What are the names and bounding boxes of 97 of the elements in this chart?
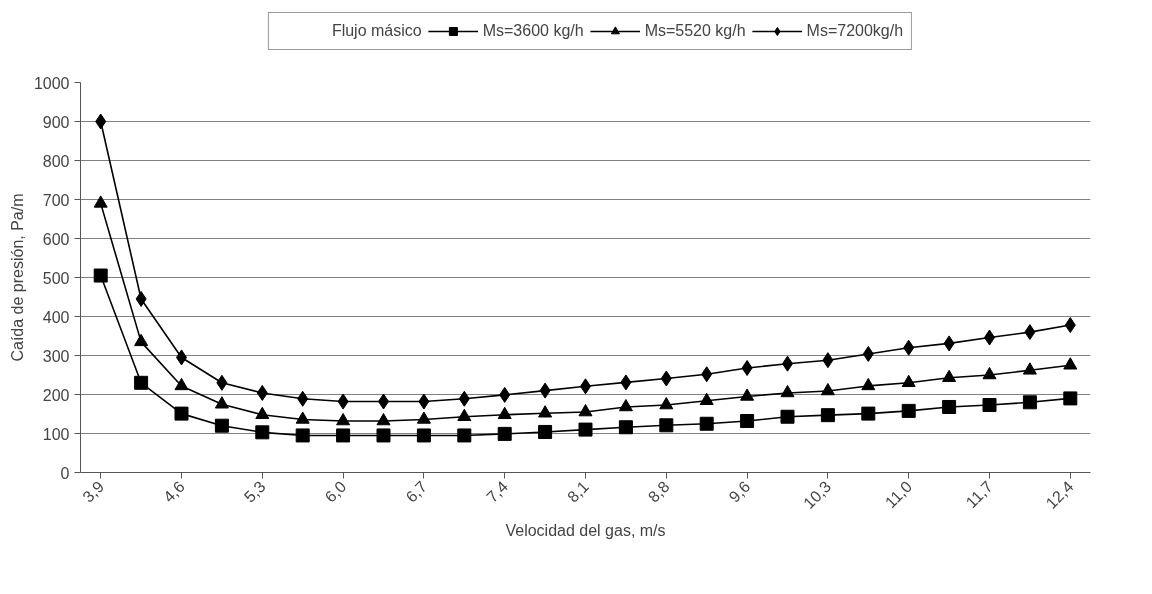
point <box>741 359 753 376</box>
point <box>457 408 472 421</box>
point <box>295 428 310 443</box>
point <box>699 416 714 431</box>
point <box>95 113 107 130</box>
y-tick-label: 500 <box>42 269 70 287</box>
point <box>416 411 431 424</box>
point <box>497 406 512 420</box>
y-tick-label: 700 <box>42 191 70 209</box>
point <box>903 339 915 356</box>
point <box>943 335 955 352</box>
x-axis-title: Velocidad del gas, m/s <box>505 522 666 539</box>
point <box>660 370 672 387</box>
point <box>337 393 349 410</box>
point <box>93 195 108 208</box>
point <box>740 414 755 429</box>
point <box>214 396 229 409</box>
x-tick-label: 3,9 <box>79 477 108 506</box>
point <box>699 392 714 405</box>
point <box>1063 391 1078 406</box>
legend-label: Ms=7200kg/h <box>806 22 904 40</box>
x-tick-label: 5,3 <box>240 477 269 506</box>
point <box>216 374 228 391</box>
point <box>256 384 268 401</box>
point <box>701 366 713 383</box>
point <box>1022 395 1037 410</box>
point <box>901 403 916 418</box>
point <box>862 345 874 362</box>
y-tick-label: 1000 <box>33 74 70 92</box>
point <box>539 382 551 399</box>
legend-label: Ms=5520 kg/h <box>644 22 746 40</box>
y-axis-title: Caída de presión, Pa/m <box>8 193 26 362</box>
y-tick-label: 600 <box>42 230 70 248</box>
point <box>458 390 470 407</box>
point <box>620 374 632 391</box>
point <box>982 398 997 413</box>
y-tick-label: 100 <box>42 425 70 443</box>
point <box>820 382 835 396</box>
point <box>134 375 149 390</box>
point <box>93 268 108 283</box>
y-tick-label: 900 <box>42 113 70 131</box>
point <box>255 406 270 420</box>
point <box>861 377 876 391</box>
point <box>1064 317 1076 334</box>
y-tick-label: 0 <box>60 464 70 482</box>
point <box>820 408 835 423</box>
point <box>942 399 957 414</box>
point <box>214 418 229 433</box>
x-tick-label: 8,1 <box>564 477 592 506</box>
point <box>578 404 593 417</box>
point <box>618 398 633 412</box>
point <box>174 406 189 421</box>
y-tick-label: 400 <box>42 308 70 326</box>
point <box>416 428 431 443</box>
x-tick-label: 11,0 <box>881 477 916 512</box>
y-tick-label: 800 <box>42 152 70 170</box>
x-tick-label: 6,7 <box>402 477 431 506</box>
legend-label: Ms=3600 kg/h <box>482 22 584 40</box>
point <box>780 384 795 398</box>
point <box>376 428 391 443</box>
point <box>861 406 876 421</box>
x-tick-label: 8,8 <box>644 477 673 506</box>
y-tick-label: 300 <box>42 347 70 365</box>
y-tick-label: 200 <box>42 386 70 404</box>
point <box>901 374 916 388</box>
point <box>497 426 512 441</box>
point <box>578 422 593 437</box>
point <box>659 397 674 410</box>
x-tick-label: 4,6 <box>160 477 188 506</box>
point <box>297 390 309 407</box>
point <box>1022 362 1037 375</box>
point <box>780 409 795 424</box>
point <box>376 413 391 426</box>
point <box>1024 324 1036 341</box>
x-tick-label: 7,4 <box>483 477 512 506</box>
point <box>134 333 149 347</box>
point <box>538 405 553 418</box>
point <box>418 393 430 410</box>
point <box>982 366 997 380</box>
point <box>618 420 633 435</box>
point <box>255 425 270 440</box>
point <box>942 369 957 382</box>
point <box>659 418 674 433</box>
point <box>499 386 511 403</box>
point <box>336 413 351 426</box>
legend-title: Flujo másico <box>331 22 422 40</box>
point <box>822 352 834 369</box>
point <box>295 411 310 424</box>
point <box>174 377 189 391</box>
point <box>740 388 755 401</box>
point <box>457 428 472 443</box>
point <box>1063 357 1078 370</box>
x-tick-label: 9,6 <box>725 477 754 506</box>
point <box>538 424 553 439</box>
point <box>135 290 147 307</box>
x-tick-label: 6,0 <box>321 477 350 506</box>
point <box>336 428 351 443</box>
